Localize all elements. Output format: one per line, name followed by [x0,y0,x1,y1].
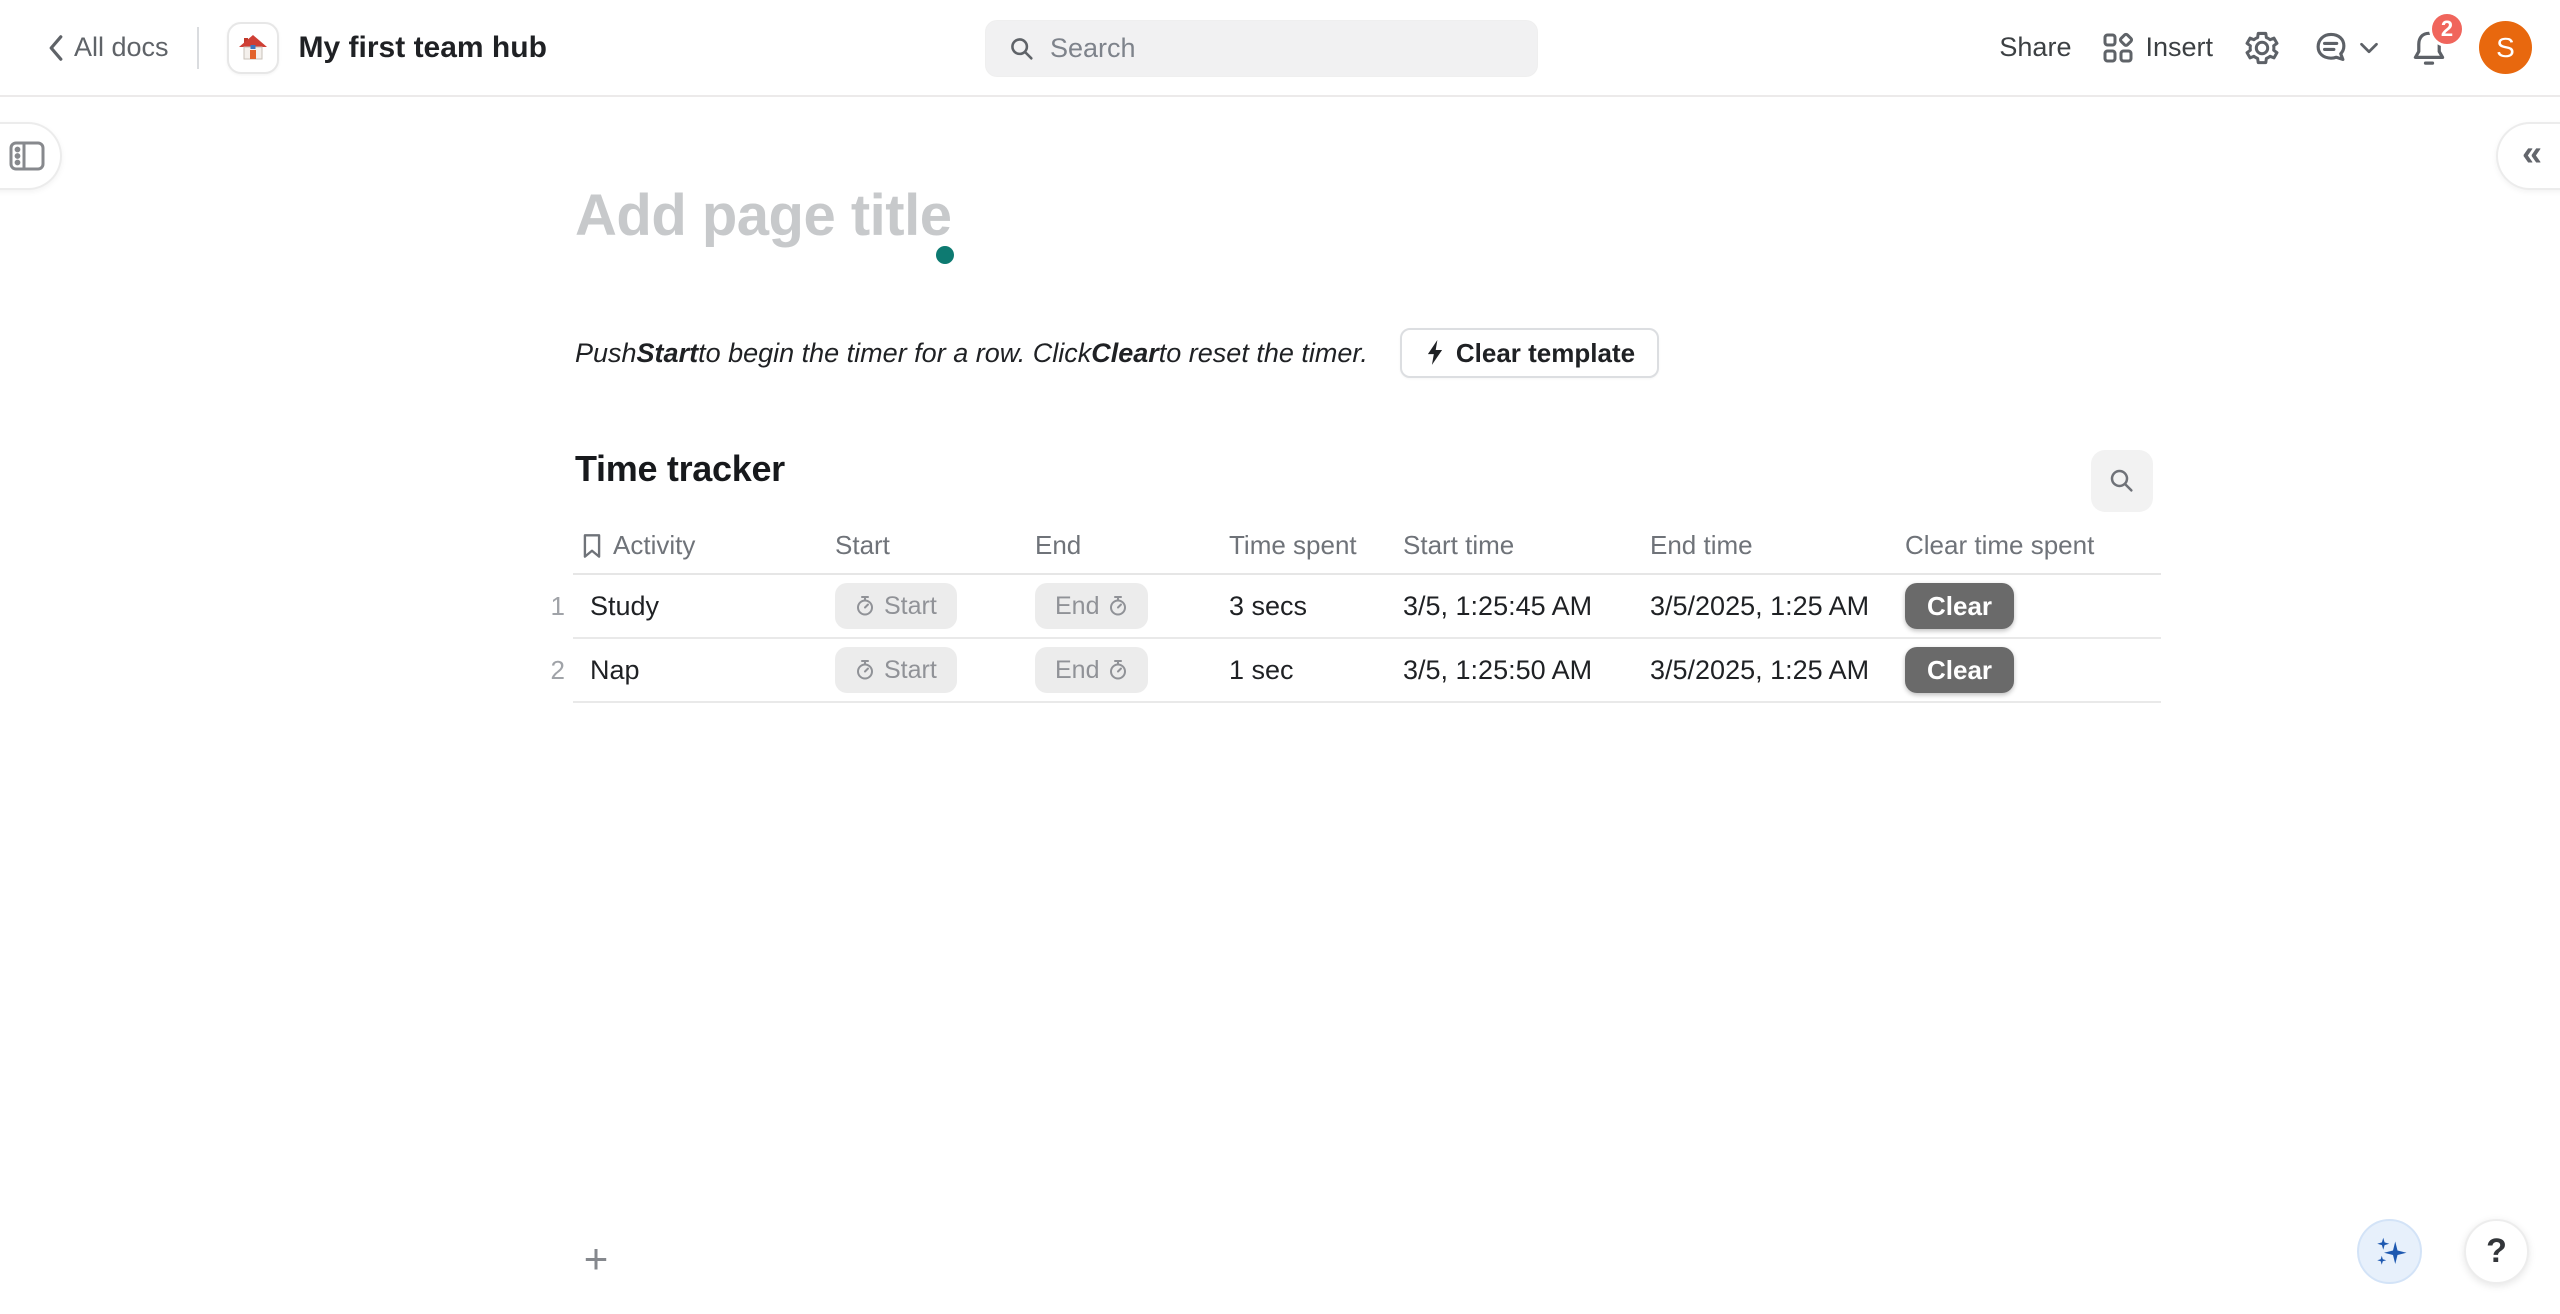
ai-assistant-button[interactable] [2357,1219,2422,1284]
insert-label: Insert [2145,32,2213,62]
instruction-text-1: Push [575,337,637,368]
table-search-icon [2107,466,2137,496]
doc-title: My first team hub [298,30,547,64]
row-number: 2 [550,654,565,685]
time-spent-cell[interactable]: 1 sec [1229,654,1294,685]
collapse-right-panel-button[interactable]: « [2496,122,2560,190]
presence-cursor-dot [936,246,954,264]
clear-row-button[interactable]: Clear [1905,583,2015,629]
all-docs-label: All docs [74,32,169,62]
add-row-button[interactable]: + [574,1237,618,1281]
question-mark-icon: ? [2486,1232,2507,1270]
end-time-cell[interactable]: 3/5/2025, 1:25 AM [1650,654,1870,685]
table-row: 1 Study Start End 3 secs 3/5, 1:25:45 AM… [551,575,2161,639]
start-timer-button[interactable]: Start [835,647,957,693]
all-docs-back-link[interactable]: All docs [48,32,169,63]
house-icon [237,32,269,64]
share-button[interactable]: Share [1999,32,2072,62]
lightning-bolt-icon [1424,340,1446,366]
topbar-left: All docs My first team hub [48,0,547,95]
table-search-button[interactable] [2091,450,2153,512]
topbar: All docs My first team hub [0,0,2560,97]
row-number: 1 [550,590,565,621]
double-chevron-left-icon: « [2521,132,2543,173]
column-header-end[interactable]: End [1035,530,1082,560]
clear-row-button[interactable]: Clear [1905,647,2015,693]
clear-template-button[interactable]: Clear template [1399,328,1660,378]
plus-icon: + [583,1235,609,1282]
search-icon [1008,35,1036,63]
table-title[interactable]: Time tracker [575,448,785,489]
time-tracker-table: Activity Start End Time spent Start time… [551,518,2161,1280]
column-header-start-time[interactable]: Start time [1403,530,1515,560]
instruction-bold-clear: Clear [1091,337,1159,368]
search-input[interactable] [1050,33,1515,64]
instruction-text-2: to begin the timer for a row. Click [698,337,1092,368]
stopwatch-icon [1108,595,1128,617]
end-time-cell[interactable]: 3/5/2025, 1:25 AM [1650,590,1870,621]
time-spent-cell[interactable]: 3 secs [1229,590,1308,621]
stopwatch-icon [855,659,875,681]
table-header-row: Activity Start End Time spent Start time… [573,518,2161,575]
sparkles-icon [2372,1234,2408,1270]
sidebar-panel-icon [8,140,46,172]
activity-cell[interactable]: Study [590,590,660,621]
instruction-bold-start: Start [636,337,699,368]
insert-button[interactable]: Insert [2101,31,2213,65]
avatar[interactable]: S [2479,21,2532,74]
column-header-clear-time-spent[interactable]: Clear time spent [1905,530,2095,560]
topbar-divider [196,26,199,69]
start-time-cell[interactable]: 3/5, 1:25:50 AM [1403,654,1593,685]
doc-home-icon-button[interactable] [226,21,279,74]
clear-template-label: Clear template [1455,337,1636,368]
end-timer-button[interactable]: End [1035,647,1149,693]
notification-badge: 2 [2429,10,2465,47]
start-timer-button[interactable]: Start [835,583,957,629]
stopwatch-icon [855,595,875,617]
comments-menu-button[interactable] [2311,28,2379,68]
chevron-left-icon [48,34,64,61]
topbar-right: Share Insert [1999,0,2532,95]
sidebar-toggle-button[interactable] [0,122,62,190]
column-header-time-spent[interactable]: Time spent [1229,530,1357,560]
settings-button[interactable] [2243,29,2281,67]
insert-shapes-icon [2101,31,2135,65]
activity-cell[interactable]: Nap [590,654,640,685]
search-bar[interactable] [985,20,1538,77]
gear-icon [2243,29,2281,67]
stopwatch-icon [1108,659,1128,681]
bookmark-icon [581,533,603,559]
start-time-cell[interactable]: 3/5, 1:25:45 AM [1403,590,1593,621]
column-header-start[interactable]: Start [835,530,890,560]
instruction-text-3: to reset the timer. [1158,337,1368,368]
end-timer-button[interactable]: End [1035,583,1149,629]
table-section-header: Time tracker [575,448,2161,512]
help-button[interactable]: ? [2464,1219,2529,1284]
instruction-line: Push Start to begin the timer for a row.… [575,328,1660,378]
page-title-placeholder[interactable]: Add page title [575,183,952,248]
notifications-button[interactable]: 2 [2409,10,2465,69]
chat-bubble-icon [2311,28,2351,68]
chevron-down-icon [2359,42,2379,54]
column-header-activity[interactable]: Activity [573,530,835,561]
column-header-end-time[interactable]: End time [1650,530,1753,560]
table-row: 2 Nap Start End 1 sec 3/5, 1:25:50 AM 3/… [551,639,2161,703]
